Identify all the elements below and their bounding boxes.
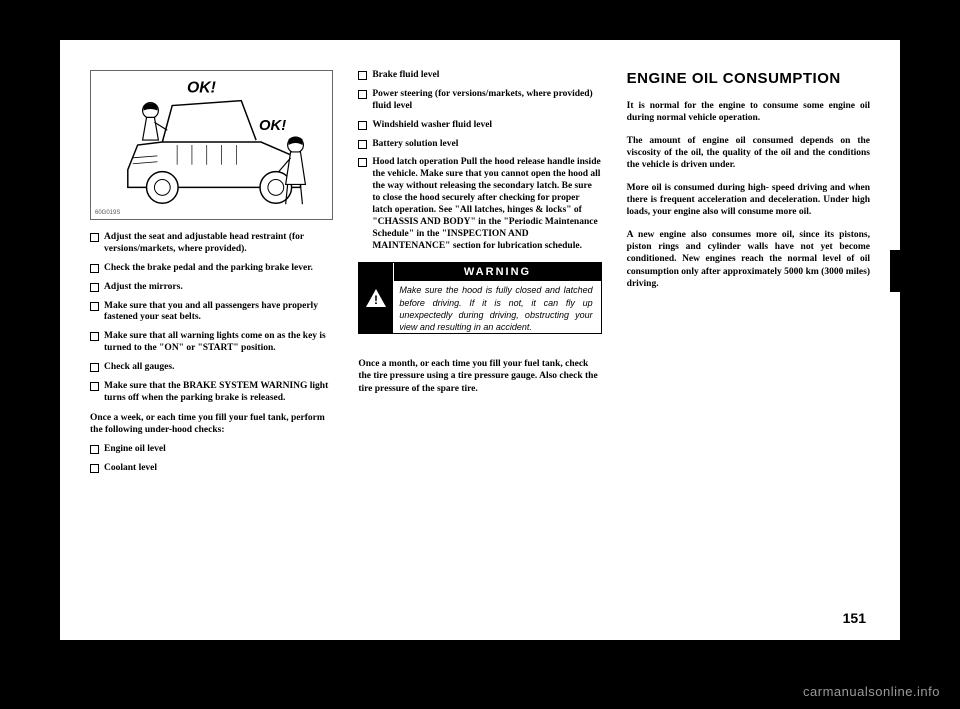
bullet-item: Check all gauges.	[90, 362, 333, 374]
bullet-text: Make sure that the BRAKE SYSTEM WARNING …	[104, 381, 333, 405]
warning-triangle-icon: !	[359, 263, 393, 333]
body-paragraph: The amount of engine oil consumed depend…	[627, 135, 870, 172]
bullet-text: Battery solution level	[372, 139, 601, 151]
illustration-svg: OK! OK!	[91, 71, 332, 219]
bullet-text: Check all gauges.	[104, 362, 333, 374]
bullet-text: Coolant level	[104, 463, 333, 475]
bullet-text: Adjust the mirrors.	[104, 282, 333, 294]
manual-page: OK! OK! 60G019S Adjust the seat and adju…	[60, 40, 900, 640]
illustration-code: 60G019S	[95, 209, 120, 217]
bullet-item: Power steering (for versions/markets, wh…	[358, 89, 601, 113]
bullet-mark	[358, 90, 367, 99]
bullet-mark	[90, 464, 99, 473]
bullet-text: Check the brake pedal and the parking br…	[104, 263, 333, 275]
bullet-mark	[90, 382, 99, 391]
bullet-mark	[358, 158, 367, 167]
page-number: 151	[843, 610, 866, 626]
bullet-item: Make sure that all warning lights come o…	[90, 331, 333, 355]
bullet-text: Engine oil level	[104, 444, 333, 456]
bullet-text: Brake fluid level	[372, 70, 601, 82]
bullet-item: Check the brake pedal and the parking br…	[90, 263, 333, 275]
bullet-mark	[358, 71, 367, 80]
bullet-item: Windshield washer fluid level	[358, 120, 601, 132]
svg-text:!: !	[374, 293, 378, 307]
bullet-item: Adjust the seat and adjustable head rest…	[90, 232, 333, 256]
bullet-text: Power steering (for versions/markets, wh…	[372, 89, 601, 113]
bullet-item: Adjust the mirrors.	[90, 282, 333, 294]
bullet-item: Battery solution level	[358, 139, 601, 151]
bullet-item: Make sure that the BRAKE SYSTEM WARNING …	[90, 381, 333, 405]
bullet-item: Make sure that you and all passengers ha…	[90, 301, 333, 325]
weekly-check-intro: Once a week, or each time you fill your …	[90, 412, 333, 437]
bullet-text: Make sure that all warning lights come o…	[104, 331, 333, 355]
body-paragraph: A new engine also consumes more oil, sin…	[627, 229, 870, 291]
column-3: ENGINE OIL CONSUMPTION It is normal for …	[627, 70, 870, 620]
watermark: carmanualsonline.info	[803, 684, 940, 699]
bullet-text: Adjust the seat and adjustable head rest…	[104, 232, 333, 256]
bullet-mark	[90, 302, 99, 311]
warning-box: ! WARNING Make sure the hood is fully cl…	[358, 262, 601, 334]
bullet-item: Coolant level	[90, 463, 333, 475]
body-paragraph: It is normal for the engine to consume s…	[627, 100, 870, 125]
column-2: Brake fluid level Power steering (for ve…	[358, 70, 601, 620]
bullet-mark	[90, 233, 99, 242]
bullet-mark	[90, 264, 99, 273]
bullet-mark	[90, 445, 99, 454]
warning-body-text: Make sure the hood is fully closed and l…	[393, 281, 600, 333]
monthly-check-para: Once a month, or each time you fill your…	[358, 358, 601, 395]
bullet-mark	[90, 332, 99, 341]
bullet-item: Engine oil level	[90, 444, 333, 456]
warning-label: WARNING	[394, 263, 600, 281]
ok-text-2: OK!	[259, 118, 286, 134]
bullet-text: Windshield washer fluid level	[372, 120, 601, 132]
body-paragraph: More oil is consumed during high- speed …	[627, 182, 870, 219]
bullet-mark	[90, 363, 99, 372]
bullet-text: Make sure that you and all passengers ha…	[104, 301, 333, 325]
bullet-mark	[358, 121, 367, 130]
bullet-text: Hood latch operation Pull the hood relea…	[372, 157, 601, 252]
bullet-mark	[90, 283, 99, 292]
column-1: OK! OK! 60G019S Adjust the seat and adju…	[90, 70, 333, 620]
ok-text-1: OK!	[187, 80, 216, 97]
engine-oil-heading: ENGINE OIL CONSUMPTION	[627, 70, 870, 88]
bullet-item: Hood latch operation Pull the hood relea…	[358, 157, 601, 252]
bullet-item: Brake fluid level	[358, 70, 601, 82]
section-tab	[890, 250, 900, 292]
hood-check-illustration: OK! OK! 60G019S	[90, 70, 333, 220]
bullet-mark	[358, 140, 367, 149]
